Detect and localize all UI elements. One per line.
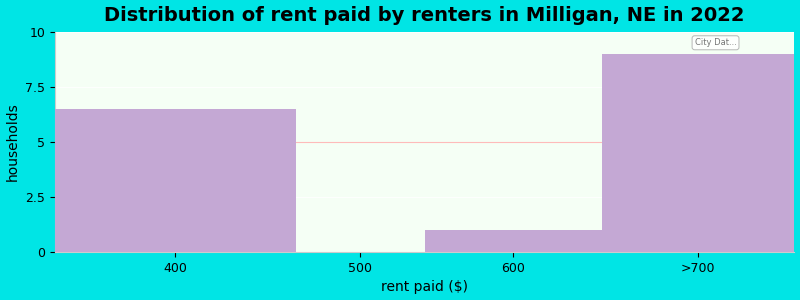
Bar (425, 230, 602, 252)
Bar (602, 54, 794, 252)
Title: Distribution of rent paid by renters in Milligan, NE in 2022: Distribution of rent paid by renters in … (104, 6, 745, 25)
Y-axis label: households: households (6, 103, 19, 181)
Bar (55, 109, 296, 252)
X-axis label: rent paid ($): rent paid ($) (381, 280, 468, 294)
Text: City Dat...: City Dat... (694, 38, 737, 47)
